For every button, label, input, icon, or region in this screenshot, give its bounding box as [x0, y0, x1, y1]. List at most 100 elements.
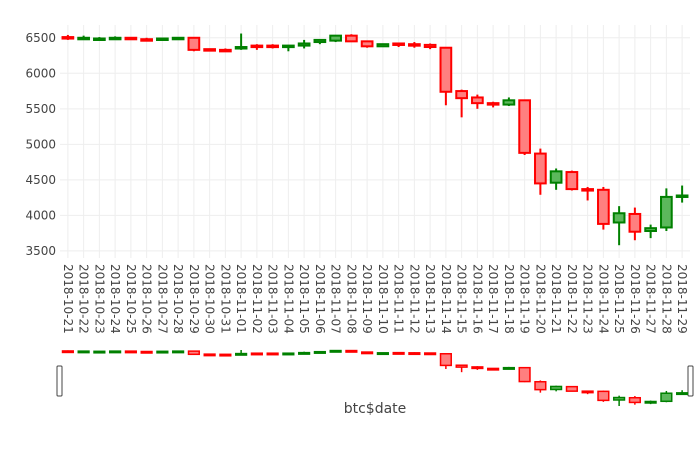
candle-body[interactable]: [486, 102, 500, 106]
candle-body-mini[interactable]: [93, 350, 106, 354]
candle-body[interactable]: [439, 46, 453, 93]
candle-body-mini[interactable]: [518, 366, 531, 383]
candle-body-mini[interactable]: [298, 351, 311, 355]
range-slider[interactable]: [56, 349, 694, 406]
candle-body-mini[interactable]: [266, 352, 279, 356]
candle-body-mini[interactable]: [502, 366, 515, 370]
x-tick-label: 2018-10-29: [187, 264, 201, 334]
x-tick-label: 2018-11-22: [565, 264, 579, 334]
candle-body[interactable]: [581, 188, 594, 192]
candle-body-mini[interactable]: [455, 364, 468, 368]
candle-body[interactable]: [628, 212, 642, 233]
candle-body-mini[interactable]: [124, 350, 137, 354]
x-tick-label: 2018-11-10: [376, 264, 390, 334]
candle-body-mini[interactable]: [628, 396, 641, 404]
x-tick-label: 2018-11-01: [234, 264, 248, 334]
x-axis-ticks: 2018-10-21 2018-10-22 2018-10-23 2018-10-24…: [61, 264, 689, 334]
candle-body[interactable]: [612, 212, 626, 224]
candles[interactable]: [61, 33, 689, 246]
candle-body-mini[interactable]: [203, 353, 216, 357]
x-tick-label: 2018-11-14: [439, 264, 453, 334]
candle-body-mini[interactable]: [109, 350, 122, 354]
candle-body[interactable]: [77, 36, 90, 41]
candle-body-mini[interactable]: [392, 351, 405, 355]
candle-body[interactable]: [140, 38, 153, 42]
candle-body-mini[interactable]: [282, 352, 295, 356]
candle-body-mini[interactable]: [219, 353, 232, 357]
candle-body-mini[interactable]: [597, 390, 610, 402]
candle-body[interactable]: [329, 34, 342, 42]
candle-body[interactable]: [250, 44, 264, 49]
x-tick-label: 2018-11-02: [250, 264, 264, 334]
candle-body[interactable]: [455, 90, 468, 100]
candle-body-mini[interactable]: [424, 352, 437, 356]
candle-body[interactable]: [203, 48, 216, 52]
candle-body[interactable]: [234, 46, 248, 50]
candle-body[interactable]: [124, 36, 138, 41]
x-tick-label: 2018-10-31: [218, 264, 232, 334]
candle-body[interactable]: [187, 36, 201, 51]
candle-body-mini[interactable]: [676, 392, 689, 396]
candle-body-mini[interactable]: [329, 349, 342, 353]
candle-body[interactable]: [502, 99, 516, 106]
candle-body-mini[interactable]: [250, 352, 263, 356]
candle-body[interactable]: [518, 99, 531, 154]
candle-body[interactable]: [423, 43, 437, 49]
x-tick-label: 2018-10-25: [124, 264, 138, 334]
x-tick-label: 2018-10-22: [77, 264, 91, 334]
candle-body-mini[interactable]: [471, 366, 484, 370]
candle-body-mini[interactable]: [156, 350, 169, 354]
candle-body[interactable]: [376, 43, 390, 48]
candle-body[interactable]: [171, 36, 185, 41]
candle-body[interactable]: [534, 152, 547, 185]
x-tick-label: 2018-10-27: [155, 264, 169, 334]
candle-body-mini[interactable]: [487, 367, 500, 371]
candle-body-mini[interactable]: [439, 353, 452, 367]
candle-body-mini[interactable]: [644, 400, 657, 404]
candle-body[interactable]: [61, 36, 75, 40]
y-tick-label: 5500: [25, 102, 56, 116]
candle-body-mini[interactable]: [61, 350, 74, 354]
candle-body[interactable]: [360, 40, 374, 48]
candle-body[interactable]: [345, 34, 358, 43]
x-tick-label: 2018-11-17: [486, 264, 500, 334]
candle-body[interactable]: [392, 42, 405, 46]
candle-body-mini[interactable]: [77, 350, 90, 354]
candle-body-mini[interactable]: [313, 350, 326, 354]
candle-body[interactable]: [266, 44, 279, 49]
candle-body-mini[interactable]: [361, 351, 374, 355]
candle-body[interactable]: [597, 188, 610, 225]
candle-body[interactable]: [93, 37, 106, 41]
candle-body[interactable]: [297, 42, 311, 47]
y-tick-label: 3500: [25, 244, 56, 258]
candle-body-mini[interactable]: [345, 349, 358, 353]
candle-body-mini[interactable]: [376, 352, 389, 356]
candle-body-mini[interactable]: [408, 352, 421, 356]
candle-body-mini[interactable]: [187, 350, 200, 356]
candle-body-mini[interactable]: [660, 392, 673, 403]
candle-body-mini[interactable]: [550, 385, 563, 391]
range-slider-handle-left[interactable]: [56, 365, 63, 397]
candle-body-mini[interactable]: [565, 385, 578, 392]
candle-body[interactable]: [549, 170, 563, 184]
candle-body-mini[interactable]: [581, 390, 594, 394]
x-tick-label: 2018-11-26: [628, 264, 642, 334]
candle-body-mini[interactable]: [613, 396, 626, 401]
candle-body[interactable]: [219, 48, 232, 53]
candle-body[interactable]: [675, 194, 689, 198]
candle-body-mini[interactable]: [235, 352, 248, 356]
candle-body-mini[interactable]: [172, 350, 185, 354]
candle-body-mini[interactable]: [534, 381, 547, 391]
candle-body[interactable]: [156, 37, 169, 41]
candle-body[interactable]: [108, 36, 122, 41]
candle-body[interactable]: [408, 43, 421, 47]
candle-body[interactable]: [644, 227, 657, 233]
candle-body[interactable]: [565, 171, 579, 191]
candle-body[interactable]: [313, 38, 327, 44]
candle-body[interactable]: [282, 44, 295, 49]
y-tick-label: 4000: [25, 208, 56, 222]
candle-body[interactable]: [471, 96, 484, 105]
candle-body[interactable]: [660, 195, 673, 229]
range-slider-handle-right[interactable]: [687, 365, 694, 397]
candle-body-mini[interactable]: [140, 350, 153, 354]
